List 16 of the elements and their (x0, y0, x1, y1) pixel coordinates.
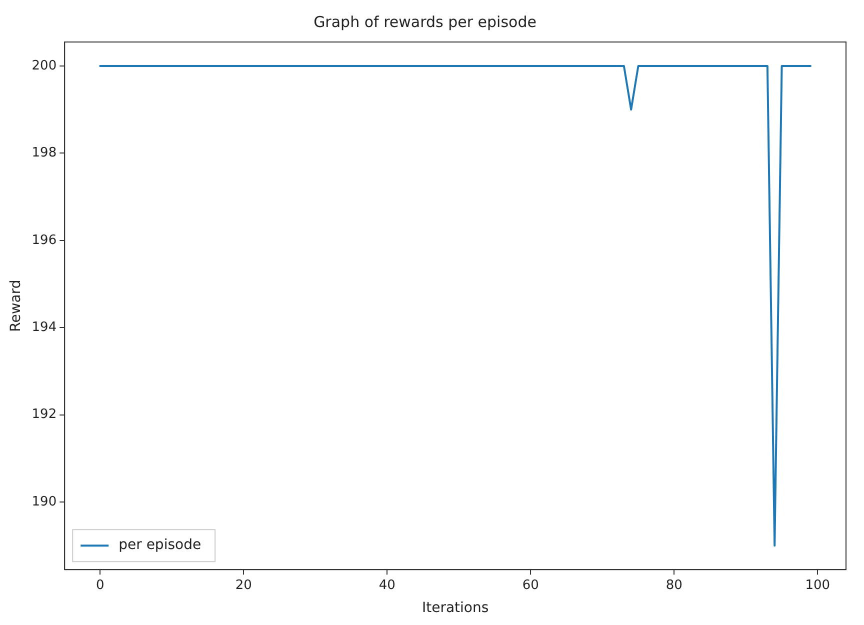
y-tick-label: 196 (32, 232, 57, 248)
legend-label: per episode (118, 537, 202, 554)
y-tick-label: 198 (32, 146, 57, 161)
x-tick-label: 0 (96, 578, 104, 593)
y-tick-label: 194 (32, 320, 57, 335)
y-axis-title: Reward (8, 280, 24, 332)
y-tick-label: 200 (32, 58, 57, 74)
x-tick-label: 20 (235, 578, 252, 593)
chart-title: Graph of rewards per episode (314, 12, 536, 31)
y-tick-label: 192 (32, 407, 57, 422)
x-tick-label: 100 (805, 578, 830, 593)
x-tick-label: 40 (378, 578, 396, 593)
x-axis-title: Iterations (422, 600, 489, 616)
x-tick-label: 80 (666, 578, 682, 593)
y-tick-label: 190 (32, 494, 57, 510)
x-tick-label: 60 (522, 578, 539, 593)
